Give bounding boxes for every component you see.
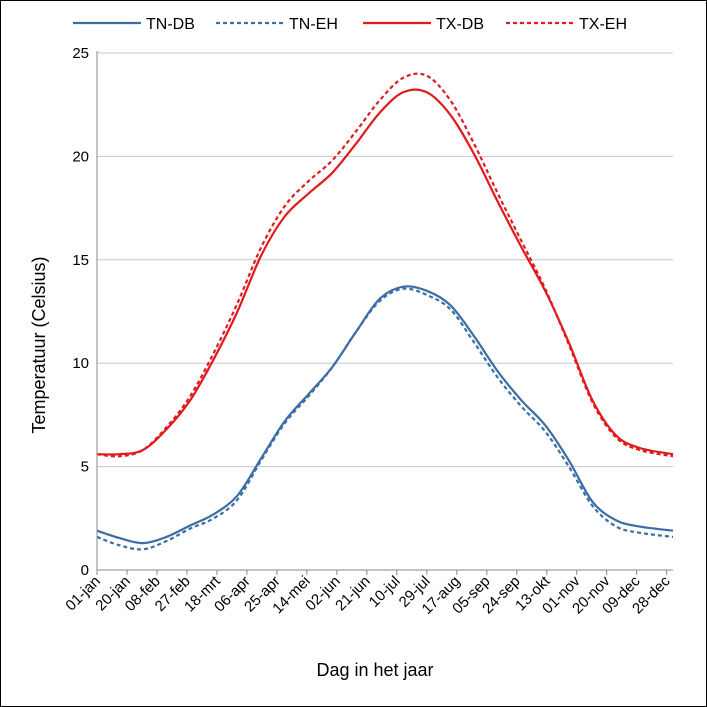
y-tick-label: 0 xyxy=(81,562,89,579)
x-tick-labels: 01-jan20-jan08-feb27-feb18-mrt06-apr25-a… xyxy=(62,570,674,618)
legend-label: TX-EH xyxy=(579,16,627,33)
legend-label: TN-EH xyxy=(289,16,338,33)
series-line-tx-eh xyxy=(96,72,674,458)
y-tick-label: 5 xyxy=(81,459,89,476)
series-line-tx-db xyxy=(96,88,674,456)
y-axis-title: Temperatuur (Celsius) xyxy=(29,256,49,433)
legend-label: TX-DB xyxy=(436,16,484,33)
series-lines xyxy=(96,72,674,551)
y-tick-label: 20 xyxy=(72,148,89,165)
series-line-tn-db xyxy=(96,285,674,545)
series-line-tn-eh xyxy=(96,287,674,551)
y-tick-label: 10 xyxy=(72,355,89,372)
x-tick-label: 10-jul xyxy=(366,573,404,611)
x-axis-title: Dag in het jaar xyxy=(316,660,433,680)
legend-label: TN-DB xyxy=(146,16,195,33)
y-tick-label: 15 xyxy=(72,252,89,269)
x-tick-label: 21-jun xyxy=(332,573,374,615)
legend: TN-DB TN-EH TX-DB TX-EH xyxy=(73,16,627,33)
y-tick-label: 25 xyxy=(72,45,89,62)
y-tick-labels: 0 5 10 15 20 25 xyxy=(72,45,89,579)
